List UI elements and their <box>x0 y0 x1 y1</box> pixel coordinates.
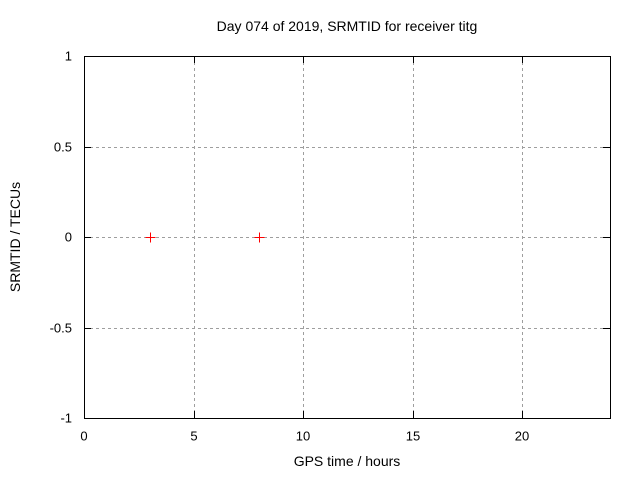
y-tick-label: 0.5 <box>53 139 72 155</box>
data-point <box>145 232 156 243</box>
y-tick-label: 1 <box>64 48 72 64</box>
y-tick-label: -0.5 <box>49 320 72 336</box>
data-point <box>254 232 265 243</box>
x-tick-label: 0 <box>80 428 88 444</box>
y-tick-label: -1 <box>60 410 72 426</box>
y-axis-label: SRMTID / TECUs <box>7 181 23 293</box>
x-tick-label: 5 <box>190 428 198 444</box>
x-tick-label: 10 <box>295 428 311 444</box>
x-tick-label: 20 <box>514 428 530 444</box>
chart-title: Day 074 of 2019, SRMTID for receiver tit… <box>216 18 478 34</box>
x-tick-label: 15 <box>405 428 421 444</box>
y-tick-label: 0 <box>64 229 72 245</box>
x-axis-label: GPS time / hours <box>293 453 401 469</box>
